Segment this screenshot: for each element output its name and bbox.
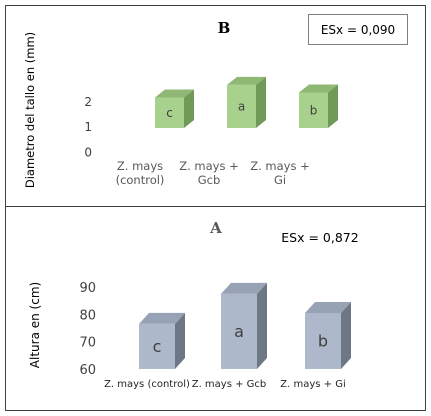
figure-border bbox=[5, 5, 426, 411]
panel-a-bar-front bbox=[139, 323, 175, 369]
panel-a-ytick-label: 60 bbox=[79, 363, 96, 378]
panel-a-ytick-label: 90 bbox=[79, 281, 96, 296]
panel-b-bar-label: a bbox=[238, 100, 245, 114]
panel-b-bar-side bbox=[328, 84, 338, 128]
panel-a-bar-front bbox=[221, 293, 257, 369]
panel-b-category-label: Z. mays + Gi bbox=[250, 159, 310, 187]
panel-b-bar: a bbox=[227, 76, 266, 128]
panel-a-bar-label: c bbox=[153, 337, 162, 356]
panel-a-bar-side bbox=[175, 312, 185, 369]
panel-a-category-label: Z. mays + Gcb bbox=[192, 379, 267, 390]
panel-a-ytick-label: 70 bbox=[79, 336, 96, 351]
panel-a-bar-front bbox=[305, 312, 341, 369]
panel-b-ytick-label: 1 bbox=[84, 120, 92, 134]
panel-b-bar-front bbox=[227, 84, 256, 128]
panel-a-bar-top bbox=[221, 282, 267, 294]
panel-a-chart: A ESx = 0,872 Altura en (cm) 60 70 80 90 c a… bbox=[28, 219, 359, 390]
panel-a-ytick-label: 80 bbox=[79, 308, 96, 323]
panel-b-bar-label: c bbox=[166, 106, 173, 120]
panel-a-category-label: Z. mays + Gi bbox=[280, 379, 345, 390]
panel-a-bar-side bbox=[257, 282, 267, 369]
panel-a-ylabel: Altura en (cm) bbox=[28, 282, 42, 368]
panel-b-bar-front bbox=[155, 97, 184, 128]
panel-b-annotation: ESx = 0,090 bbox=[321, 23, 395, 37]
panel-b-chart: B ESx = 0,090 Diametro del tallo en (mm)… bbox=[23, 14, 408, 188]
panel-a-bar: a bbox=[221, 282, 267, 369]
panel-b-ytick-label: 2 bbox=[84, 95, 92, 109]
panel-b-bar-side bbox=[184, 89, 194, 128]
panel-b-bar-side bbox=[256, 76, 266, 128]
panel-a-bar-side bbox=[341, 301, 351, 369]
panel-b-category-label: Z. mays (control) bbox=[116, 159, 165, 187]
panel-b-bar-top bbox=[155, 89, 194, 98]
panel-a-bar-label: a bbox=[234, 322, 244, 341]
panel-b-bar-top bbox=[299, 84, 338, 93]
panel-b-bar: c bbox=[155, 89, 194, 128]
panel-a-bar-top bbox=[139, 312, 185, 324]
panel-a-bar-top bbox=[305, 301, 351, 313]
panel-b-annotation-box bbox=[308, 14, 408, 45]
panel-b-ylabel: Diametro del tallo en (mm) bbox=[23, 32, 37, 188]
panel-b-bar-top bbox=[227, 76, 266, 85]
panel-b-bar: b bbox=[299, 84, 338, 128]
panel-a-category-label: Z. mays (control) bbox=[104, 379, 190, 390]
panel-a-annotation: ESx = 0,872 bbox=[281, 230, 358, 245]
panel-b-title: B bbox=[218, 19, 231, 37]
panel-b-ytick-label: 0 bbox=[84, 146, 92, 160]
panel-a-bar-label: b bbox=[318, 332, 328, 351]
panel-a-title: A bbox=[209, 219, 222, 237]
panel-a-bar: c bbox=[139, 312, 185, 369]
panel-b-category-label: Z. mays + Gcb bbox=[179, 159, 239, 187]
panel-b-bar-label: b bbox=[310, 103, 318, 117]
panel-b-bar-front bbox=[299, 92, 328, 128]
panel-a-bar: b bbox=[305, 301, 351, 369]
